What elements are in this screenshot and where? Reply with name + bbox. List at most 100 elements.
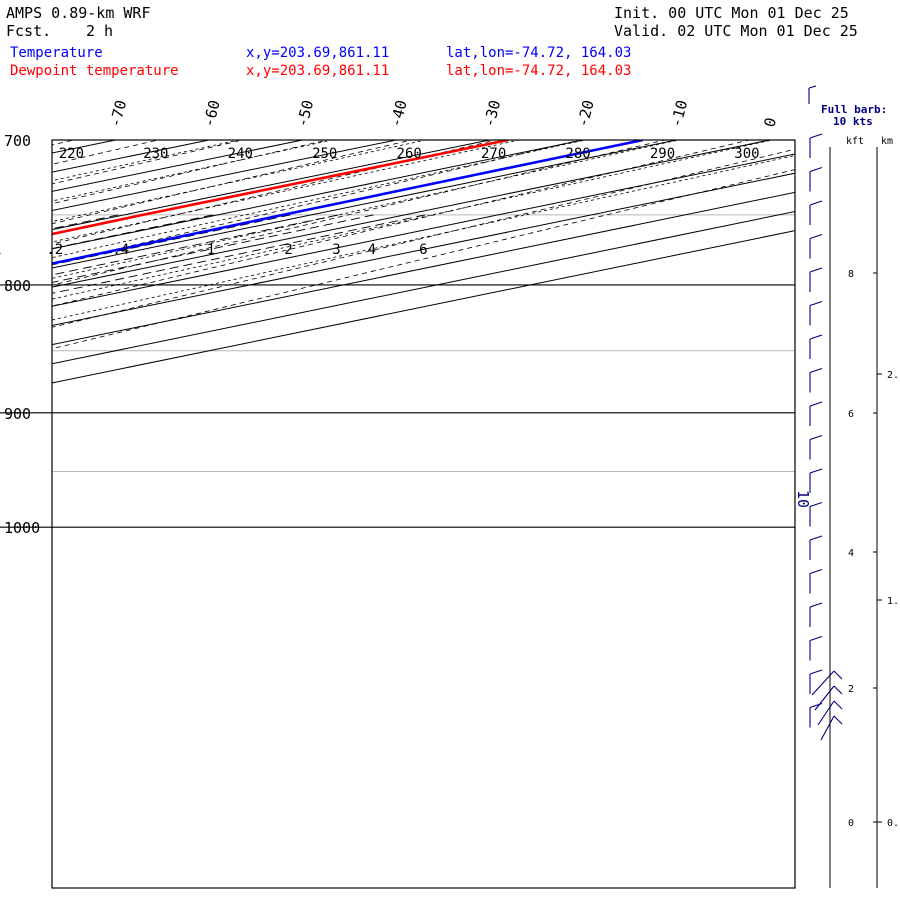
wind-barb-flag xyxy=(809,166,823,173)
wind-barb-flag xyxy=(809,635,823,642)
moist-adiabat xyxy=(52,140,681,279)
moist-adiabat xyxy=(52,140,587,259)
wind-speed-label: 10 xyxy=(794,490,812,508)
isotherm-label: -30 xyxy=(480,98,504,129)
legend-dewpoint-latlon: lat,lon=-74.72, 164.03 xyxy=(446,63,632,79)
isotherm xyxy=(52,191,795,346)
dry-adiabat-label: 250 xyxy=(312,146,337,162)
wind-barb-flag xyxy=(809,468,823,474)
isotherm xyxy=(52,140,771,288)
dry-adiabat xyxy=(52,140,414,225)
forecast-label: Fcst. xyxy=(6,22,52,40)
mixing-ratio-label: .4 xyxy=(112,242,129,258)
wind-barb-flag xyxy=(809,300,823,307)
km-tick-label: 0. xyxy=(887,818,899,829)
isotherm-label: 0 xyxy=(760,116,780,129)
isotherm-label: -40 xyxy=(386,98,410,129)
dry-adiabat xyxy=(52,169,795,350)
isotherm xyxy=(52,172,795,326)
kft-tick-label: 4 xyxy=(848,548,854,559)
isotherm-label: -70 xyxy=(106,98,130,129)
wind-barb-flag xyxy=(833,715,843,725)
kft-tick-label: 6 xyxy=(848,409,854,420)
wind-barb-staff xyxy=(817,700,835,726)
wind-barb-flag xyxy=(809,200,823,206)
barb-legend-line1: Full barb: xyxy=(821,103,887,116)
barb-legend-flag xyxy=(808,85,817,89)
model-title: AMPS 0.89-km WRF xyxy=(6,4,151,22)
kft-unit-label: kft xyxy=(846,136,864,147)
dry-adiabat xyxy=(52,140,329,205)
plot-area xyxy=(0,109,795,591)
km-unit-label: km xyxy=(881,136,893,147)
barb-legend-line2: 10 kts xyxy=(833,115,873,128)
mixing-ratio-label: 6 xyxy=(419,242,427,258)
wind-barb-flag xyxy=(809,334,823,340)
dry-adiabat-label: 280 xyxy=(565,146,590,162)
isotherm xyxy=(52,140,584,250)
wind-barb-staff xyxy=(814,685,835,711)
moist-adiabat xyxy=(52,140,521,243)
wind-barb-flag xyxy=(809,501,823,508)
wind-barb-flag xyxy=(809,133,823,139)
legend-dewpoint-label: Dewpoint temperature xyxy=(10,63,179,79)
dry-adiabat-label: 230 xyxy=(143,146,168,162)
isotherm xyxy=(52,211,795,365)
pressure-tick-label: 900 xyxy=(4,405,31,423)
dry-adiabat xyxy=(52,140,76,146)
dry-adiabat xyxy=(52,148,795,328)
moist-adiabat xyxy=(52,155,795,321)
mixing-ratio-line xyxy=(52,214,291,266)
moist-adiabat xyxy=(52,140,241,182)
plot-frame xyxy=(51,139,796,889)
pressure-tick-label: 1000 xyxy=(4,519,40,537)
isotherm xyxy=(52,140,490,231)
wind-barb-staff xyxy=(811,670,835,696)
dry-adiabat-label: 300 xyxy=(734,146,759,162)
mixing-ratio-line xyxy=(52,214,426,294)
dry-adiabat xyxy=(0,109,128,591)
mixing-ratio-label: 4 xyxy=(368,242,376,258)
wind-barb-flag xyxy=(833,685,843,695)
wind-barb-flag xyxy=(809,434,823,441)
wind-barb-flag xyxy=(809,669,823,675)
isotherm xyxy=(52,140,677,269)
isotherm-label: -20 xyxy=(573,98,597,129)
mixing-ratio-label: 1 xyxy=(207,242,215,258)
dry-adiabat-label: 240 xyxy=(228,146,253,162)
kft-tick-label: 0 xyxy=(848,818,854,829)
wind-barb-flag xyxy=(809,367,823,374)
mixing-ratio-line xyxy=(52,214,339,276)
kft-tick-label: 8 xyxy=(848,269,854,280)
moist-adiabat xyxy=(52,140,428,222)
pressure-tick-label: 800 xyxy=(4,277,31,295)
dry-adiabat xyxy=(52,140,583,265)
isotherm xyxy=(52,140,397,212)
mixing-ratio-label: .2 xyxy=(46,242,63,258)
km-tick-label: 2. xyxy=(887,370,899,381)
forecast-value: 2 h xyxy=(86,22,114,40)
dry-adiabat xyxy=(52,140,160,165)
temperature-profile xyxy=(52,140,644,265)
wind-barb-flag xyxy=(833,700,843,710)
legend-temperature-label: Temperature xyxy=(10,45,103,61)
moist-adiabat xyxy=(52,140,774,300)
mixing-ratio-label: .1 xyxy=(0,242,1,258)
isotherm xyxy=(52,153,795,307)
km-tick-label: 1. xyxy=(887,596,899,607)
init-time: Init. 00 UTC Mon 01 Dec 25 xyxy=(614,4,849,22)
pressure-tick-label: 700 xyxy=(4,132,31,150)
legend-temperature-xy: x,y=203.69,861.11 xyxy=(246,45,390,61)
dry-adiabat-label: 290 xyxy=(650,146,675,162)
wind-barb-flag xyxy=(809,233,823,240)
wind-barb-flag xyxy=(809,401,823,407)
isotherm-label: -10 xyxy=(667,98,691,129)
legend-dewpoint-xy: x,y=203.69,861.11 xyxy=(246,63,390,79)
wind-barb-flag xyxy=(809,535,823,541)
dry-adiabat-label: 270 xyxy=(481,146,506,162)
dry-adiabat-label: 220 xyxy=(59,146,84,162)
isotherm xyxy=(52,230,795,384)
dry-adiabat xyxy=(0,109,45,591)
isotherm xyxy=(52,140,303,192)
isotherm-label: -60 xyxy=(199,98,223,129)
